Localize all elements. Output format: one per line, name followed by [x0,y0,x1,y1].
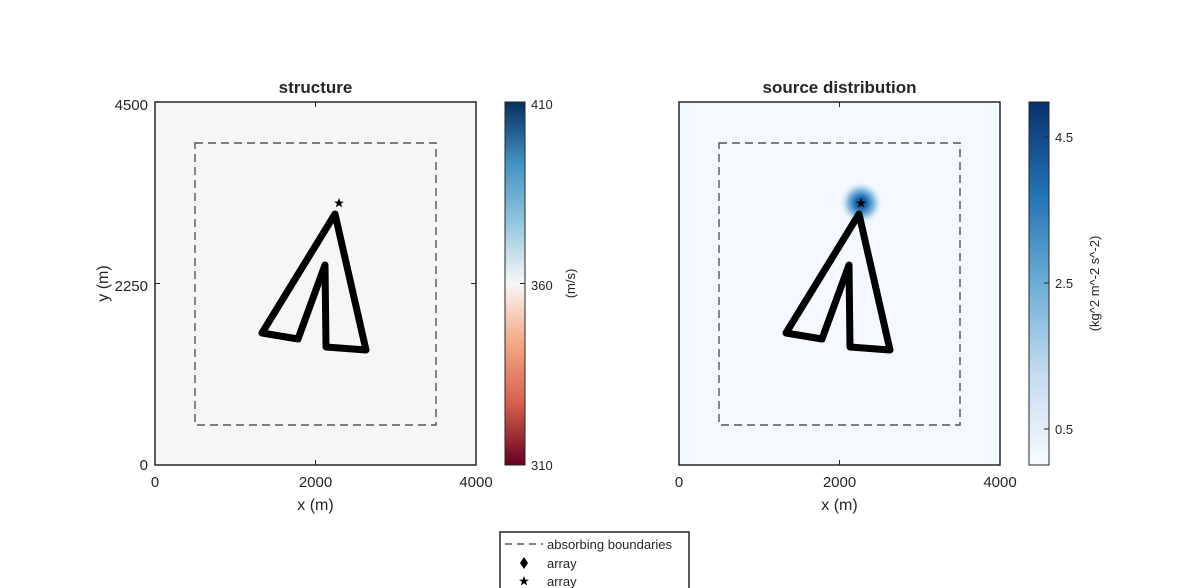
structure-y-tick-label: 0 [140,457,148,474]
legend-star-marker [519,576,529,586]
legend: absorbing boundaries array array [499,531,690,588]
source-colorbar-ticks [1044,136,1049,430]
structure-colorbar-tick-label: 410 [531,97,553,112]
legend-item-label: absorbing boundaries [547,537,673,552]
source-x-tick-label: 2000 [823,474,856,491]
legend-item-label: array [547,556,577,571]
source-title: source distribution [763,78,917,97]
source-colorbar-label: (kg^2 m^-2 s^-2) [1087,236,1102,332]
structure-colorbar-tick-label: 360 [531,278,553,293]
source-panel: source distribution 0 2000 4000 x (m) 4.… [675,78,1102,514]
source-x-tick-label: 0 [675,474,683,491]
source-x-tick-label: 4000 [983,474,1016,491]
structure-title: structure [279,78,353,97]
legend-item-label: array [547,574,577,588]
structure-y-axis-label: y (m) [95,265,112,301]
structure-x-axis-label: x (m) [297,497,333,514]
structure-x-tick-label: 2000 [299,474,332,491]
source-colorbar-tick-label: 0.5 [1055,422,1073,437]
structure-source-star [334,198,344,208]
source-source-star [856,198,866,208]
legend-box [499,531,690,588]
source-absorbing-boundary [718,142,961,426]
structure-colorbar-label: (m/s) [563,269,578,299]
structure-x-tick-label: 0 [151,474,159,491]
structure-x-tick-label: 4000 [459,474,492,491]
source-x-ticks [678,102,1001,465]
structure-y-tick-label: 2250 [115,278,148,295]
structure-absorbing-boundary [194,142,437,426]
structure-panel: structure 0 2000 4000 0 2250 4500 x (m) … [95,78,578,514]
structure-array-path [258,210,370,354]
structure-y-tick-label: 4500 [115,97,148,114]
structure-x-ticks [154,102,477,465]
structure-colorbar-tick-label: 310 [531,458,553,473]
legend-diamond-marker [520,557,528,569]
source-array-path [782,210,894,354]
source-colorbar-tick-label: 4.5 [1055,130,1073,145]
structure-y-ticks [155,101,476,284]
source-x-axis-label: x (m) [821,497,857,514]
structure-colorbar-ticks [520,101,525,466]
source-colorbar-tick-label: 2.5 [1055,276,1073,291]
